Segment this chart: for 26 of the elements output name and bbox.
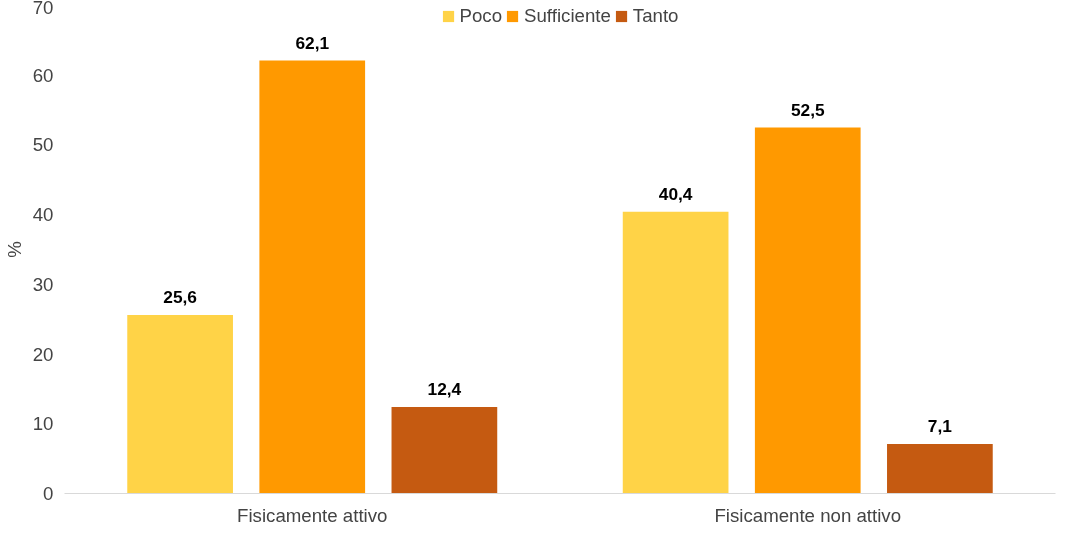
data-label: 7,1 bbox=[927, 416, 953, 436]
bar bbox=[259, 60, 366, 494]
bar bbox=[622, 211, 729, 494]
y-tick-label: 60 bbox=[32, 64, 54, 86]
data-label: 62,1 bbox=[295, 32, 330, 53]
y-tick-label: 0 bbox=[43, 483, 54, 504]
data-label: 12,4 bbox=[427, 379, 462, 400]
y-tick-label: 10 bbox=[32, 413, 54, 435]
y-tick-label: 20 bbox=[32, 343, 54, 365]
y-axis-title: % bbox=[3, 241, 25, 258]
legend-label: Poco bbox=[459, 5, 503, 27]
bar bbox=[754, 127, 861, 494]
data-label: 52,5 bbox=[790, 99, 825, 120]
y-tick-label: 70 bbox=[32, 0, 54, 18]
legend-label: Sufficiente bbox=[524, 5, 611, 27]
data-label: 40,4 bbox=[658, 183, 693, 204]
bar bbox=[887, 444, 993, 494]
y-tick-label: 40 bbox=[32, 204, 54, 226]
y-tick-label: 30 bbox=[32, 273, 54, 295]
y-tick-label: 50 bbox=[32, 134, 54, 156]
data-label: 25,6 bbox=[163, 287, 198, 308]
legend-label: Tanto bbox=[632, 5, 679, 27]
x-tick-label: Fisicamente non attivo bbox=[714, 504, 902, 526]
bar bbox=[127, 315, 233, 494]
x-tick-label: Fisicamente attivo bbox=[237, 504, 388, 526]
bar bbox=[391, 407, 498, 494]
